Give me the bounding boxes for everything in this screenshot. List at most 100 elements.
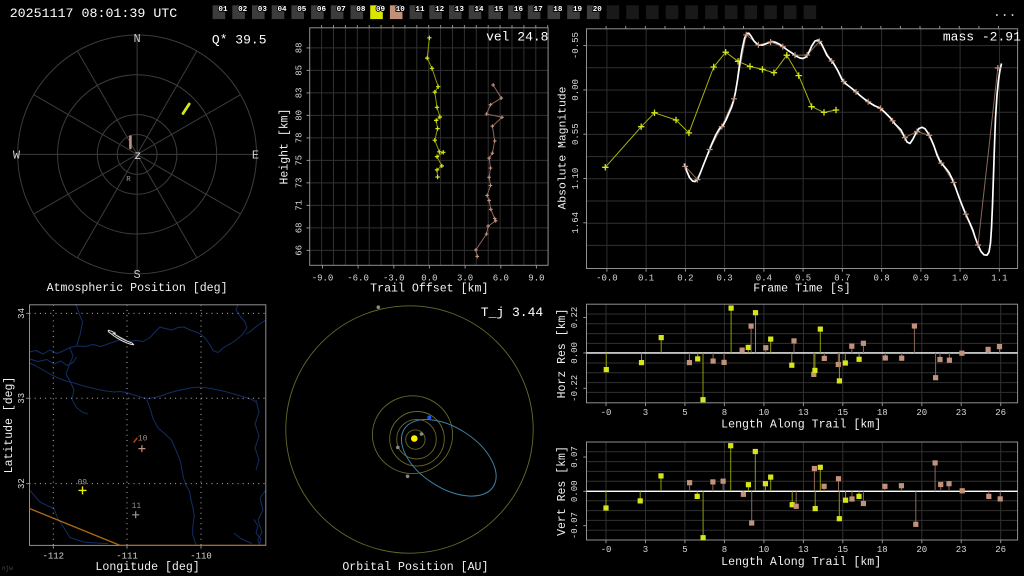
svg-text:20251117 08:01:39 UTC: 20251117 08:01:39 UTC	[10, 6, 178, 21]
svg-text:Longitude [deg]: Longitude [deg]	[95, 561, 199, 574]
svg-text:02: 02	[238, 6, 248, 14]
svg-text:T_j 3.44: T_j 3.44	[481, 305, 544, 320]
svg-text:15: 15	[837, 545, 848, 555]
svg-text:1.10: 1.10	[571, 168, 581, 190]
svg-text:0.2: 0.2	[677, 274, 693, 284]
svg-text:E: E	[252, 149, 259, 163]
svg-text:-112: -112	[42, 551, 64, 561]
svg-text:09: 09	[78, 479, 88, 488]
svg-text:Length Along Trail [km]: Length Along Trail [km]	[721, 419, 881, 432]
svg-text:1.64: 1.64	[571, 212, 581, 234]
svg-text:18: 18	[553, 6, 563, 14]
svg-text:Vert Res [km]: Vert Res [km]	[556, 446, 569, 536]
svg-text:26: 26	[995, 545, 1006, 555]
svg-text:10: 10	[758, 408, 769, 418]
svg-text:njw: njw	[2, 565, 13, 572]
svg-text:80: 80	[295, 110, 305, 121]
svg-text:0.0: 0.0	[421, 274, 437, 284]
svg-text:13: 13	[455, 6, 465, 14]
svg-text:N: N	[133, 32, 140, 46]
svg-text:8: 8	[722, 545, 727, 555]
svg-text:9.0: 9.0	[528, 274, 544, 284]
svg-text:15: 15	[837, 408, 848, 418]
svg-text:Frame Time [s]: Frame Time [s]	[753, 282, 850, 295]
svg-text:83: 83	[295, 87, 305, 98]
svg-text:05: 05	[297, 6, 307, 14]
svg-text:01: 01	[218, 6, 228, 14]
svg-text:20: 20	[593, 6, 603, 14]
svg-text:Atmospheric Position [deg]: Atmospheric Position [deg]	[47, 282, 228, 295]
svg-text:20: 20	[916, 408, 927, 418]
svg-text:0.55: 0.55	[571, 123, 581, 145]
svg-text:-3.0: -3.0	[383, 274, 405, 284]
svg-text:16: 16	[514, 6, 524, 14]
svg-text:78: 78	[295, 132, 305, 143]
svg-text:0.1: 0.1	[638, 274, 654, 284]
svg-text:0.00: 0.00	[571, 79, 581, 101]
svg-text:8: 8	[722, 408, 727, 418]
svg-text:75: 75	[295, 155, 305, 166]
svg-text:13: 13	[798, 545, 809, 555]
svg-text:Absolute Magnitude: Absolute Magnitude	[558, 86, 570, 209]
svg-text:18: 18	[877, 408, 888, 418]
svg-text:17: 17	[534, 6, 544, 14]
svg-text:1.1: 1.1	[991, 274, 1007, 284]
svg-text:3.0: 3.0	[457, 274, 473, 284]
svg-text:66: 66	[295, 245, 305, 256]
svg-text:0.3: 0.3	[716, 274, 732, 284]
svg-text:11: 11	[132, 502, 142, 511]
svg-text:34: 34	[17, 308, 27, 319]
svg-text:0.00: 0.00	[570, 480, 580, 502]
svg-text:Q* 39.5: Q* 39.5	[212, 33, 267, 48]
svg-text:85: 85	[295, 65, 305, 76]
svg-text:3: 3	[643, 545, 648, 555]
svg-text:Z: Z	[135, 152, 141, 163]
svg-text:73: 73	[295, 177, 305, 188]
svg-text:68: 68	[295, 222, 305, 233]
svg-text:23: 23	[956, 408, 967, 418]
svg-text:04: 04	[278, 6, 288, 14]
svg-text:Height [km]: Height [km]	[279, 109, 292, 185]
svg-text:Horz Res [km]: Horz Res [km]	[556, 309, 569, 399]
svg-text:32: 32	[17, 478, 27, 489]
svg-text:-0: -0	[601, 408, 612, 418]
svg-text:-6.0: -6.0	[347, 274, 369, 284]
svg-text:3: 3	[643, 408, 648, 418]
svg-text:0.22: 0.22	[570, 307, 580, 329]
svg-text:26: 26	[995, 408, 1006, 418]
svg-text:-9.0: -9.0	[312, 274, 334, 284]
svg-text:13: 13	[798, 408, 809, 418]
svg-text:0.5: 0.5	[795, 274, 811, 284]
svg-text:09: 09	[376, 6, 386, 14]
svg-text:Trail Offset [km]: Trail Offset [km]	[370, 282, 488, 295]
svg-text:...: ...	[993, 5, 1016, 20]
svg-text:5: 5	[682, 545, 687, 555]
svg-text:0.00: 0.00	[570, 342, 580, 364]
svg-text:10: 10	[138, 435, 148, 444]
svg-text:Latitude [deg]: Latitude [deg]	[3, 377, 16, 474]
svg-text:S: S	[133, 268, 140, 282]
svg-text:14: 14	[475, 6, 485, 14]
svg-text:0.8: 0.8	[873, 274, 889, 284]
svg-text:71: 71	[295, 200, 305, 211]
svg-text:R: R	[126, 176, 131, 184]
svg-text:23: 23	[956, 545, 967, 555]
svg-text:Orbital Position [AU]: Orbital Position [AU]	[342, 561, 488, 574]
svg-text:1.0: 1.0	[952, 274, 968, 284]
svg-text:11: 11	[415, 6, 425, 14]
svg-text:06: 06	[317, 6, 327, 14]
svg-text:15: 15	[494, 6, 504, 14]
svg-text:88: 88	[295, 42, 305, 53]
svg-text:10: 10	[396, 6, 406, 14]
svg-text:-111: -111	[116, 551, 138, 561]
svg-text:07: 07	[337, 6, 347, 14]
svg-text:0.9: 0.9	[913, 274, 929, 284]
svg-text:W: W	[13, 149, 21, 163]
svg-text:10: 10	[758, 545, 769, 555]
svg-text:0.07: 0.07	[570, 446, 580, 468]
svg-text:-0: -0	[601, 545, 612, 555]
svg-text:mass -2.91: mass -2.91	[943, 30, 1021, 45]
svg-text:Length Along Trail [km]: Length Along Trail [km]	[721, 556, 881, 569]
svg-text:6.0: 6.0	[493, 274, 509, 284]
svg-text:0.4: 0.4	[756, 274, 772, 284]
